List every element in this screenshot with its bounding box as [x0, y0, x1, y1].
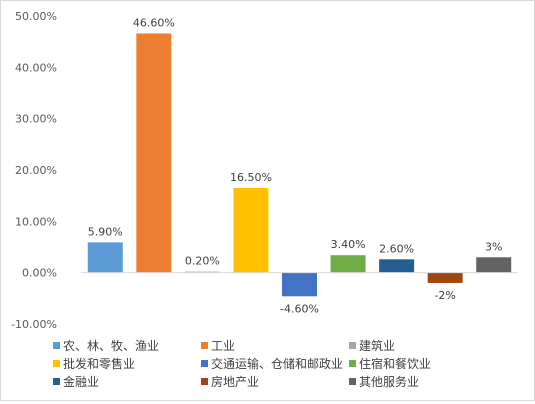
bar	[233, 187, 269, 273]
legend-label: 建筑业	[359, 338, 395, 353]
y-tick-label: 50.00%	[15, 10, 57, 23]
legend-label: 住宿和餐饮业	[359, 356, 431, 371]
legend-swatch	[53, 342, 60, 349]
y-axis: 50.00% 40.00% 30.00% 20.00% 10.00% 0.00% -10.0…	[11, 10, 57, 331]
data-label: 46.60%	[133, 16, 175, 29]
bars	[87, 33, 512, 297]
legend-swatch	[349, 342, 356, 349]
bar	[184, 271, 220, 273]
bar	[379, 259, 415, 273]
bar	[282, 272, 317, 297]
y-tick-label: 20.00%	[15, 164, 57, 177]
legend-swatch	[349, 360, 356, 367]
data-label: -4.60%	[280, 302, 319, 315]
data-label: -2%	[434, 289, 455, 302]
data-label: 0.20%	[185, 255, 220, 268]
legend-swatch	[53, 360, 60, 367]
legend-label: 批发和零售业	[63, 356, 135, 371]
legend-swatch	[53, 378, 60, 385]
legend-swatch	[201, 378, 208, 385]
legend-label: 其他服务业	[359, 374, 419, 389]
bar	[136, 33, 172, 273]
bar	[330, 255, 366, 273]
bar	[476, 257, 512, 273]
legend-swatch	[349, 378, 356, 385]
data-label: 3.40%	[331, 238, 366, 251]
y-tick-label: -10.00%	[11, 318, 57, 331]
data-label: 2.60%	[379, 242, 414, 255]
bar	[87, 242, 123, 273]
data-label: 5.90%	[88, 225, 123, 238]
data-label: 3%	[485, 240, 502, 253]
data-labels: 5.90% 46.60% 0.20% 16.50% -4.60% 3.40% 2.60% -2…	[88, 16, 503, 315]
legend-label: 工业	[211, 339, 235, 353]
legend-label: 交通运输、仓储和邮政业	[211, 356, 343, 371]
y-tick-label: 30.00%	[15, 113, 57, 126]
legend-label: 房地产业	[211, 374, 259, 389]
legend-label: 金融业	[63, 374, 99, 389]
legend-swatch	[201, 360, 208, 367]
bar	[427, 272, 463, 283]
legend-label: 农、林、牧、渔业	[63, 339, 159, 353]
data-label: 16.50%	[230, 171, 272, 184]
y-tick-label: 0.00%	[22, 267, 57, 280]
legend-swatch	[201, 342, 208, 349]
y-tick-label: 40.00%	[15, 61, 57, 74]
y-tick-label: 10.00%	[15, 215, 57, 228]
